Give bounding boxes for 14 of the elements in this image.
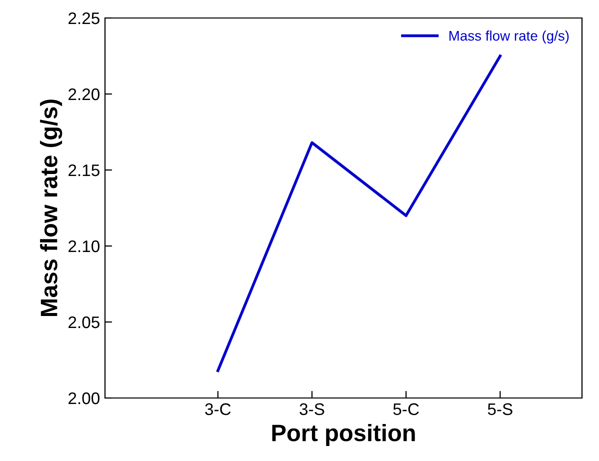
y-tick-label: 2.10: [68, 240, 100, 252]
y-tick-label: 2.00: [68, 392, 100, 404]
y-tick-label: 2.15: [68, 164, 100, 176]
y-tick-label: 2.25: [68, 12, 100, 24]
y-axis-title: Mass flow rate (g/s): [40, 100, 62, 316]
legend-label: Mass flow rate (g/s): [449, 30, 569, 44]
x-tick-label: 5-S: [488, 403, 512, 416]
y-tick-label: 2.05: [68, 316, 100, 328]
y-tick-label: 2.20: [68, 88, 100, 100]
line-series: [216, 54, 502, 372]
x-tick-label: 3-S: [300, 403, 324, 416]
x-tick-label: 5-C: [393, 403, 419, 416]
x-tick-label: 3-C: [205, 403, 231, 416]
x-axis-title: Port position: [272, 424, 415, 446]
